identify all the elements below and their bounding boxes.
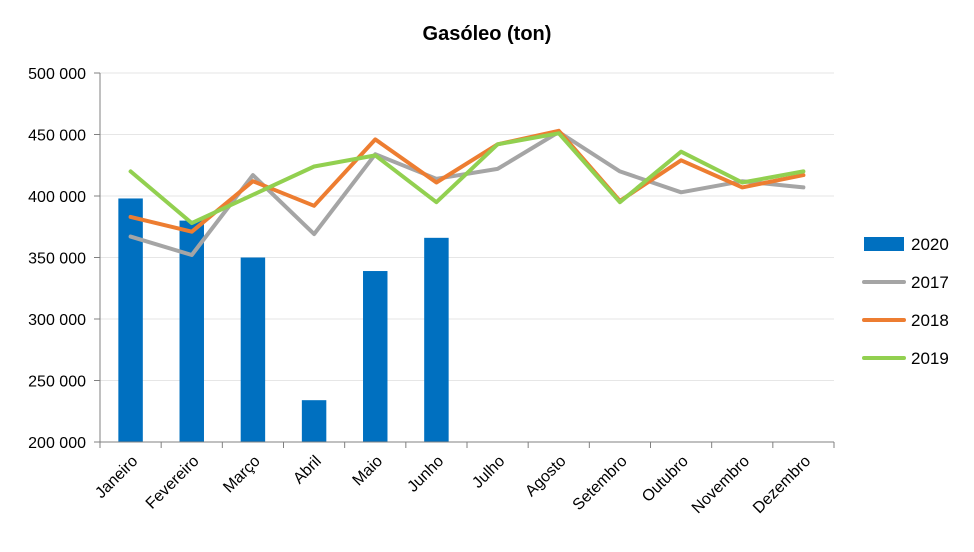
- x-tick-label: Dezembro: [750, 453, 814, 517]
- x-tick-label: Janeiro: [92, 453, 141, 502]
- x-tick-label: Abril: [290, 453, 325, 488]
- chart-title: Gasóleo (ton): [423, 23, 552, 45]
- gridlines: [100, 72, 834, 381]
- legend-label-2018: 2018: [911, 311, 949, 330]
- y-tick-label: 350 000: [28, 251, 86, 268]
- bar-2020-abril: [301, 400, 327, 442]
- y-tick-label: 300 000: [28, 312, 86, 329]
- legend-label-2020: 2020: [911, 235, 949, 254]
- x-axis-ticks: Janeiro Fevereiro Março Abril Maio Junho Julho…: [92, 442, 835, 517]
- bar-2020-março: [240, 257, 266, 442]
- x-tick-label: Julho: [469, 453, 508, 492]
- bar-2020-junho: [424, 237, 449, 442]
- y-tick-label: 450 000: [28, 128, 86, 145]
- legend-label-2017: 2017: [911, 273, 949, 292]
- y-tick-label: 500 000: [28, 66, 86, 83]
- y-tick-label: 250 000: [28, 374, 86, 391]
- x-tick-label: Agosto: [522, 453, 569, 500]
- legend-label-2019: 2019: [911, 349, 949, 368]
- line-series-2017: [128, 130, 806, 257]
- y-axis-ticks: 200 000 250 000 300 000 350 000 400 000 450 0…: [28, 66, 100, 452]
- legend: 2020 2017 2018 2019: [862, 235, 949, 368]
- line-series: [128, 128, 806, 257]
- bar-series: [118, 198, 449, 442]
- x-tick-label: Maio: [350, 453, 387, 490]
- x-tick-label: Novembro: [689, 453, 753, 517]
- legend-swatch-2020: [864, 237, 904, 251]
- x-tick-label: Junho: [404, 453, 447, 496]
- bar-2020-maio: [363, 271, 388, 442]
- y-tick-label: 200 000: [28, 435, 86, 452]
- line-series-2019: [128, 131, 806, 226]
- x-tick-label: Outubro: [639, 453, 692, 506]
- bar-2020-fevereiro: [179, 220, 204, 442]
- x-tick-label: Fevereiro: [143, 453, 203, 513]
- x-tick-label: Setembro: [570, 453, 631, 514]
- line-series-2018: [128, 128, 806, 234]
- y-tick-label: 400 000: [28, 189, 86, 206]
- x-tick-label: Março: [220, 453, 264, 497]
